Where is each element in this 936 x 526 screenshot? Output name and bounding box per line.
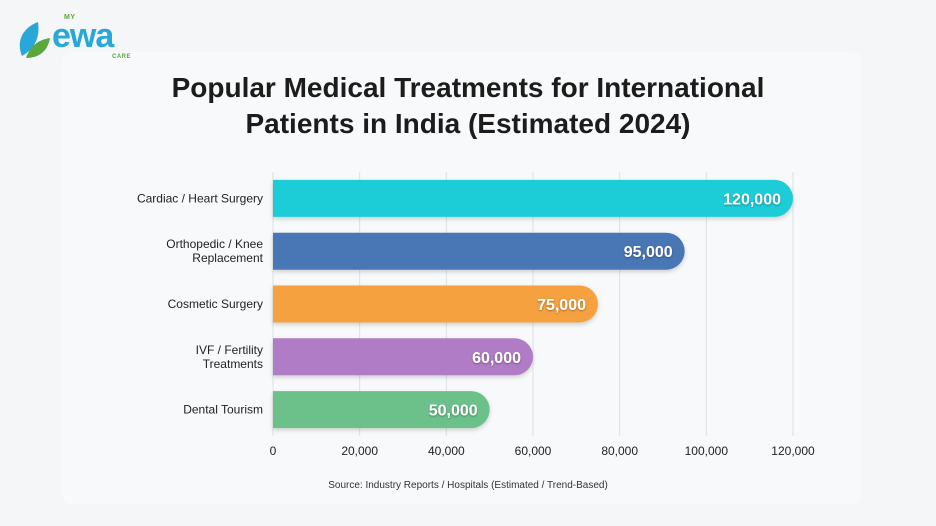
chart-title: Popular Medical Treatments for Internati… [80, 70, 856, 142]
category-label: Cosmetic Surgery [168, 297, 263, 311]
logo: MY ewa CARE [14, 12, 144, 64]
x-tick-label: 20,000 [341, 444, 378, 458]
category-label-line: IVF / Fertility [196, 343, 263, 357]
x-tick-label: 80,000 [601, 444, 638, 458]
bar-value-label: 75,000 [537, 297, 586, 314]
category-label-line: Dental Tourism [183, 403, 263, 417]
bar [273, 338, 533, 376]
leaf-icon [19, 22, 50, 58]
category-label-line: Cardiac / Heart Surgery [137, 191, 263, 205]
category-label: Dental Tourism [183, 403, 263, 417]
x-tick-label: 60,000 [515, 444, 552, 458]
bar [273, 391, 490, 429]
x-tick-label: 120,000 [771, 444, 815, 458]
chart-card [62, 52, 862, 504]
category-label-line: Cosmetic Surgery [168, 297, 263, 311]
logo-suffix: CARE [112, 54, 132, 60]
chart-title-line-2: Patients in India (Estimated 2024) [245, 108, 691, 139]
logo-prefix: MY [64, 14, 76, 21]
category-label-line: Replacement [192, 251, 263, 265]
logo-name: ewa [52, 17, 114, 55]
x-tick-label: 40,000 [428, 444, 465, 458]
category-label: IVF / Fertility Treatments [196, 343, 263, 371]
category-label-line: Orthopedic / Knee [166, 237, 263, 251]
bar-value-label: 60,000 [472, 350, 521, 367]
category-label: Cardiac / Heart Surgery [137, 191, 263, 205]
chart-title-line-1: Popular Medical Treatments for Internati… [171, 72, 765, 103]
bar [273, 179, 793, 217]
bar [273, 232, 685, 270]
category-label-line: Treatments [203, 357, 263, 371]
bar-value-label: 120,000 [723, 191, 781, 208]
x-tick-label: 0 [270, 444, 277, 458]
category-label: Orthopedic / Knee Replacement [166, 237, 263, 265]
bar-value-label: 50,000 [429, 403, 478, 420]
bar [273, 285, 598, 323]
x-tick-label: 100,000 [685, 444, 729, 458]
bar-value-label: 95,000 [624, 244, 673, 261]
source-note: Source: Industry Reports / Hospitals (Es… [328, 480, 608, 491]
